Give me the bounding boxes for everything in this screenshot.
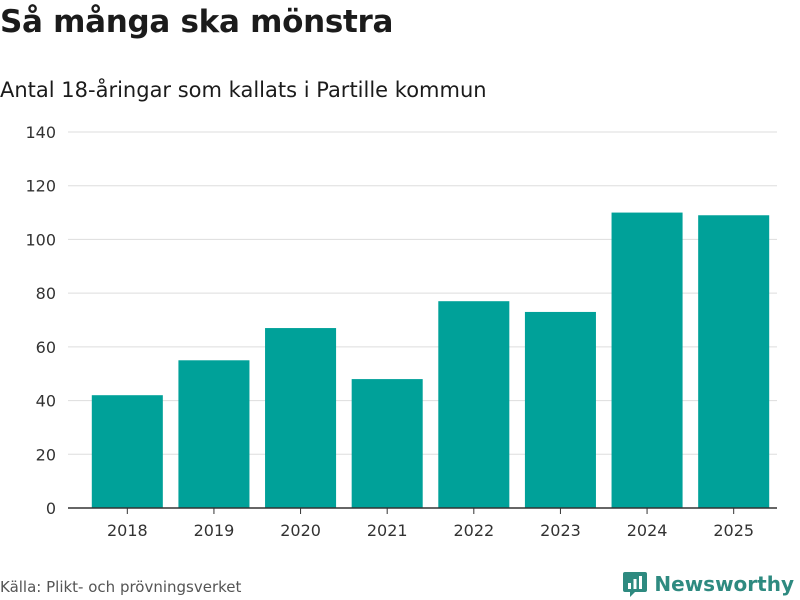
bar-2023[interactable] (524, 311, 596, 508)
x-tick-label: 2023 (540, 521, 581, 540)
y-tick-label: 120 (25, 177, 56, 196)
y-tick-label: 140 (25, 123, 56, 142)
chart-subtitle: Antal 18-åringar som kallats i Partille … (0, 78, 487, 102)
bar-2025[interactable] (698, 215, 770, 508)
source-note: Källa: Plikt- och prövningsverket (0, 578, 242, 596)
bar-2019[interactable] (178, 360, 250, 508)
brand-logo[interactable]: Newsworthy (622, 570, 794, 598)
y-tick-label: 100 (25, 230, 56, 249)
bar-2024[interactable] (611, 212, 683, 509)
x-tick-label: 2020 (280, 521, 321, 540)
y-tick-label: 40 (36, 392, 56, 411)
bar-2021[interactable] (351, 379, 423, 508)
x-tick-label: 2022 (453, 521, 494, 540)
y-axis-ticks: 0 20 40 60 80 100 120 140 (25, 123, 56, 518)
bar-2018[interactable] (91, 395, 163, 508)
bars (91, 212, 770, 509)
x-tick-label: 2019 (194, 521, 235, 540)
bar-2020[interactable] (265, 328, 337, 508)
chart-title: Så många ska mönstra (0, 4, 394, 40)
y-tick-label: 0 (46, 499, 56, 518)
y-tick-label: 60 (36, 338, 56, 357)
y-tick-label: 20 (36, 445, 56, 464)
brand-name: Newsworthy (654, 572, 794, 596)
x-tick-label: 2025 (713, 521, 754, 540)
x-axis-ticks: 2018 2019 2020 2021 2022 2023 2024 2025 (107, 508, 754, 540)
x-tick-label: 2018 (107, 521, 148, 540)
x-tick-label: 2024 (627, 521, 668, 540)
y-tick-label: 80 (36, 284, 56, 303)
bar-2022[interactable] (438, 301, 510, 508)
newsworthy-logo-icon (623, 572, 648, 597)
x-tick-label: 2021 (367, 521, 408, 540)
